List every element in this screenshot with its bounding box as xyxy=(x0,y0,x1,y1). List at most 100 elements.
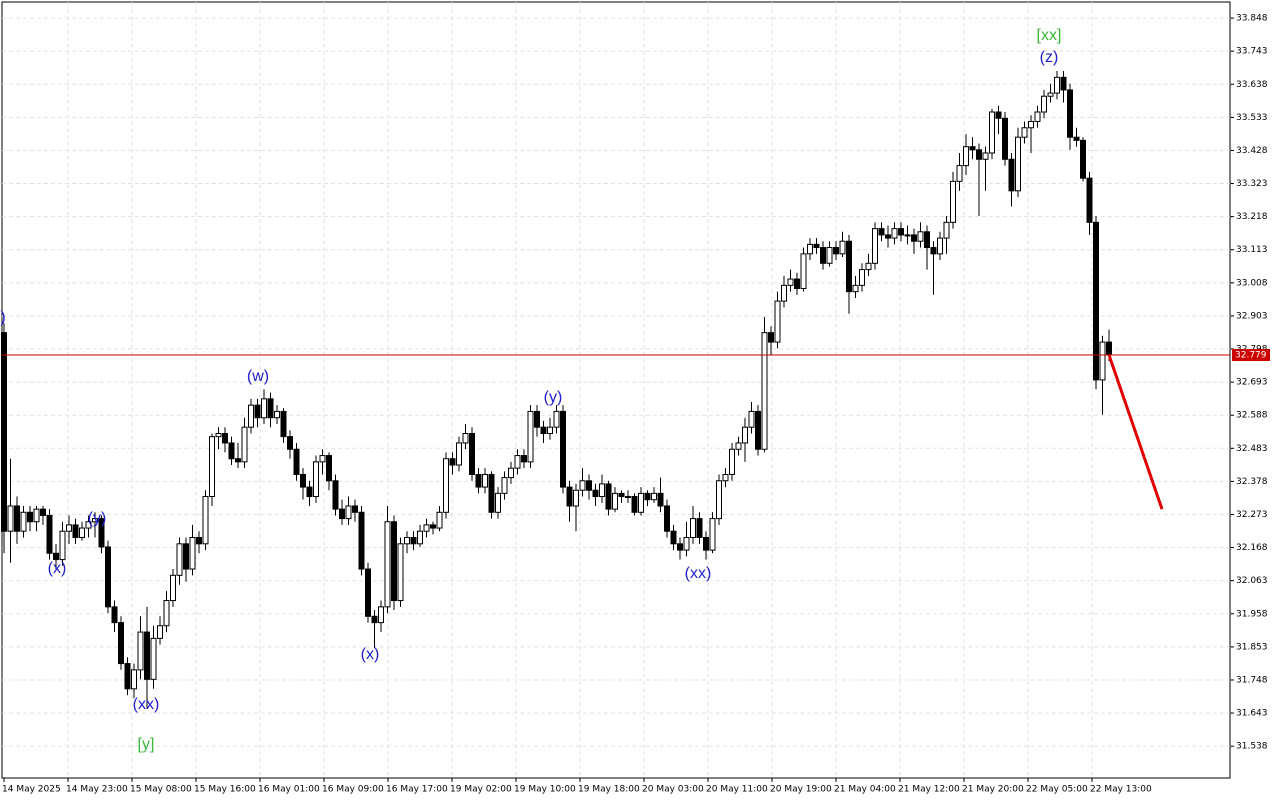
candle-body xyxy=(540,426,547,434)
wave-label: [xx] xyxy=(1037,27,1062,44)
candle-body xyxy=(469,432,475,475)
candle-body xyxy=(709,518,716,551)
candle-body xyxy=(501,477,508,494)
wave-label: (xx) xyxy=(133,696,160,713)
candle-body xyxy=(183,543,189,570)
candle-body xyxy=(235,458,241,463)
candle-body xyxy=(163,600,170,627)
candle-body xyxy=(521,455,527,463)
candle-body xyxy=(1047,92,1054,97)
candle-body xyxy=(254,404,261,419)
y-tick-label: 33.428 xyxy=(1236,146,1268,156)
candle-body xyxy=(670,530,677,545)
candle-body xyxy=(937,237,943,255)
candle-body xyxy=(196,537,202,545)
candle-body xyxy=(495,492,501,513)
x-tick-label: 14 May 23:00 xyxy=(66,785,128,795)
candle-body xyxy=(118,622,124,665)
candle-body xyxy=(261,398,267,419)
candle-body xyxy=(748,410,755,428)
candle-body xyxy=(696,518,703,539)
candle-body xyxy=(358,511,365,570)
candle-body xyxy=(92,518,98,523)
candle-body xyxy=(631,496,638,513)
y-tick-label: 32.273 xyxy=(1236,510,1268,520)
x-tick-label: 16 May 09:00 xyxy=(322,785,384,795)
candle-body xyxy=(878,228,885,236)
candle-body xyxy=(865,262,872,271)
candle-body xyxy=(566,486,573,507)
candle-body xyxy=(306,486,313,498)
candle-body xyxy=(852,284,859,293)
candle-body xyxy=(514,455,521,469)
candle-body xyxy=(794,278,800,290)
candle-body xyxy=(761,332,768,450)
candle-body xyxy=(443,458,449,513)
candle-body xyxy=(105,546,111,608)
y-tick-label: 31.958 xyxy=(1236,609,1268,619)
candle-body xyxy=(768,332,774,343)
candle-body xyxy=(508,467,514,479)
candle-body xyxy=(319,455,326,463)
candle-body xyxy=(436,511,443,529)
candle-body xyxy=(488,473,495,513)
y-tick-label: 33.218 xyxy=(1236,212,1268,222)
candle-body xyxy=(735,442,742,450)
candle-body xyxy=(846,240,852,293)
candle-body xyxy=(579,480,586,491)
candle-body xyxy=(423,524,430,532)
candle-body xyxy=(371,615,378,624)
candle-body xyxy=(618,492,625,498)
candle-body xyxy=(241,426,248,463)
candle-body xyxy=(956,165,963,182)
candle-body xyxy=(66,524,72,532)
candle-body xyxy=(722,473,729,482)
wave-label: (y) xyxy=(88,510,107,527)
candle-body xyxy=(378,606,384,624)
candle-body xyxy=(1008,158,1015,192)
candle-body xyxy=(124,663,131,690)
candle-body xyxy=(98,518,105,548)
y-tick-label: 32.378 xyxy=(1236,477,1268,487)
y-tick-label: 31.853 xyxy=(1236,642,1268,652)
candle-body xyxy=(157,625,163,639)
candle-body xyxy=(1106,341,1112,356)
candle-body xyxy=(1060,76,1067,91)
candle-body xyxy=(202,496,209,545)
candle-body xyxy=(534,410,540,428)
last-price-tag xyxy=(1232,349,1270,362)
candle-body xyxy=(1021,127,1028,138)
candle-body xyxy=(690,518,696,539)
candle-body xyxy=(53,552,59,561)
candle-body xyxy=(293,448,300,475)
wave-label: (x) xyxy=(361,646,380,663)
y-tick-label: 33.323 xyxy=(1236,179,1268,189)
candle-body xyxy=(287,436,293,450)
candle-body xyxy=(781,284,787,302)
candle-body xyxy=(982,152,989,160)
y-tick-label: 31.538 xyxy=(1236,742,1268,752)
candle-body xyxy=(144,631,150,680)
candle-body xyxy=(703,537,709,551)
candle-body xyxy=(430,524,436,529)
x-tick-label: 22 May 05:00 xyxy=(1026,785,1088,795)
candle-body xyxy=(176,543,183,576)
candle-body xyxy=(40,508,46,516)
candle-body xyxy=(384,521,391,608)
candle-body xyxy=(1015,136,1021,192)
candle-body xyxy=(683,537,690,551)
x-tick-label: 22 May 13:00 xyxy=(1090,785,1152,795)
candle-body xyxy=(657,492,664,507)
x-tick-label: 21 May 12:00 xyxy=(898,785,960,795)
y-tick-label: 32.063 xyxy=(1236,576,1268,586)
candle-body xyxy=(345,505,352,520)
candle-body xyxy=(820,247,826,264)
candle-body xyxy=(365,568,371,617)
candle-body xyxy=(332,480,339,510)
candle-body xyxy=(79,527,85,539)
candle-body xyxy=(1028,120,1034,129)
candle-body xyxy=(826,247,833,264)
candle-body xyxy=(729,448,735,475)
candle-body xyxy=(833,247,839,255)
candle-body xyxy=(787,278,794,286)
